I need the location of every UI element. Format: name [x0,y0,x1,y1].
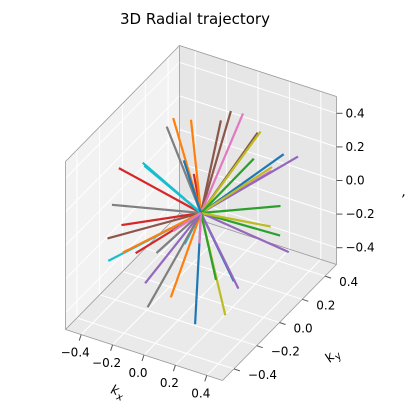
y-tick [324,275,332,279]
grid-line [206,259,322,376]
axis-edge [65,45,180,162]
spokes [107,110,299,325]
y-tick [233,368,241,372]
grid-line [179,95,337,148]
chart-title: 3D Radial trajectory [120,10,270,28]
spoke-line [143,164,202,214]
spoke-line [200,166,273,214]
grid-line [65,129,180,246]
grid-line [179,61,337,114]
y-tick-label: −0.2 [271,345,300,359]
grid-line [179,129,337,181]
spoke-line [200,204,281,215]
grid-line [145,247,303,300]
z-tick-label: 0.0 [346,174,365,188]
z-tick-label: 0.2 [346,140,365,154]
x-tick [110,344,114,351]
spoke-line [198,212,203,244]
spoke-line [182,160,203,214]
y-tick-label: −0.4 [248,368,277,382]
grid-line [65,61,180,179]
spoke-line [169,212,203,298]
y-tick-label: 0.4 [339,275,358,289]
spoke-line [111,203,202,215]
spoke-line [200,130,262,214]
spoke-line [172,212,202,232]
x-tick-label: 0.4 [191,386,210,400]
grid-line [65,95,180,213]
spoke-line [200,211,281,237]
y-axis-label: ky [322,345,345,368]
y-tick-label: 0.2 [316,298,335,312]
spoke-line [200,211,271,228]
spoke-line [155,212,202,254]
spoke-line [144,212,202,284]
x-tick [172,365,176,372]
spoke-line [121,211,202,227]
x-tick-label: −0.4 [61,346,90,360]
x-tick [78,334,82,341]
x-tick-label: −0.2 [92,356,121,370]
spoke-line [199,212,218,281]
y-tick [256,345,263,349]
y-tick [279,322,286,325]
axis-edge [179,45,337,97]
spoke-line [107,211,202,240]
spoke-line [200,211,290,254]
spoke-line [199,110,232,214]
z-tick-label: 0.4 [346,106,365,120]
spoke-line [199,120,222,214]
x-axis-label: kx [108,383,126,404]
spoke-line [189,119,203,214]
y-tick [302,298,309,302]
x-tick [204,375,208,382]
z-tick-label: −0.2 [346,207,375,221]
spoke-line [118,167,202,214]
spoke-line [200,157,255,214]
x-tick [141,354,145,362]
z-axis-label: , [402,185,406,200]
z-tick-label: −0.4 [346,241,375,255]
gridlines [65,50,337,376]
x-tick-label: 0.2 [160,376,179,390]
spoke-line [122,212,202,254]
y-tick-label: 0.0 [294,322,313,336]
tick-labels: −0.4−0.4−0.4−0.2−0.2−0.20.00.00.00.20.20… [61,106,375,400]
spoke-line [199,113,245,214]
grid-line [175,248,290,366]
spoke-line [200,212,240,290]
x-tick-label: 0.0 [128,366,147,380]
spoke-line [146,212,202,308]
